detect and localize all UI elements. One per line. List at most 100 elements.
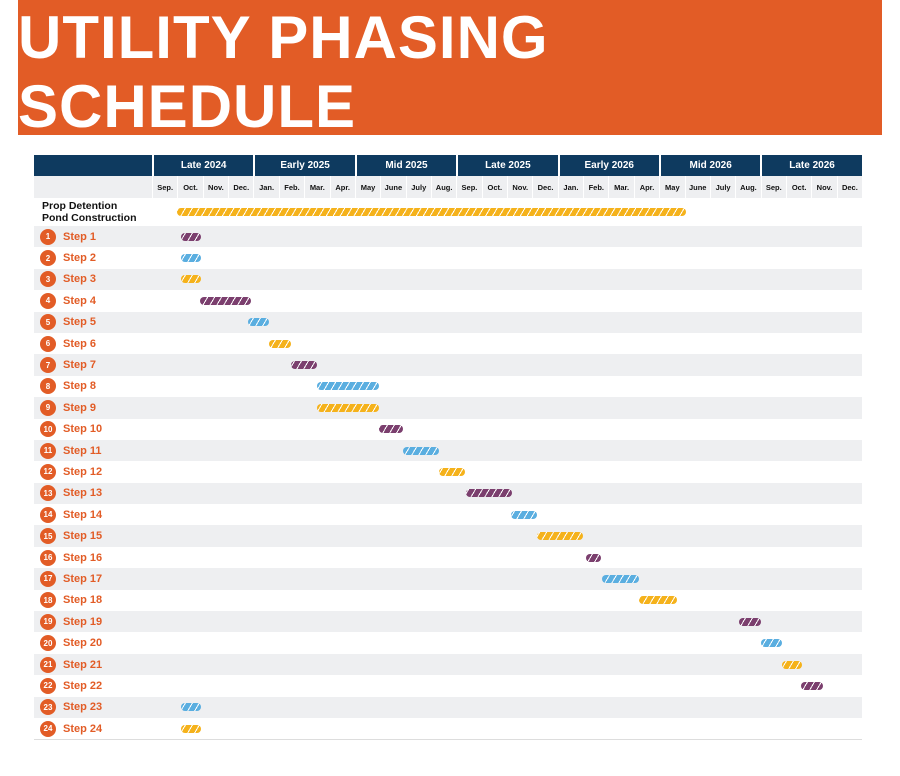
- task-label: Prop Detention Pond Construction: [34, 200, 137, 224]
- step-label: Step 9: [63, 401, 97, 414]
- task-row: 18 Step 18: [34, 590, 862, 611]
- month-label: Apr.: [329, 176, 355, 198]
- step-number-badge: 7: [40, 357, 56, 374]
- step-number-badge: 6: [40, 335, 56, 352]
- gantt-bar: [378, 425, 404, 434]
- month-label: May: [659, 176, 684, 198]
- step-number-badge: 14: [40, 506, 56, 523]
- month-label: Apr.: [633, 176, 659, 198]
- month-label: Sep.: [760, 176, 786, 198]
- step-label: Step 4: [63, 294, 97, 307]
- gantt-bar: [268, 339, 292, 348]
- gantt-bar: [537, 532, 584, 541]
- task-row: 11 Step 11: [34, 439, 862, 462]
- period-label: Early 2025: [253, 155, 354, 176]
- step-number-badge: 8: [40, 378, 56, 395]
- task-row: 7 Step 7: [34, 354, 862, 376]
- step-number-badge: 20: [40, 635, 56, 652]
- month-label: Dec.: [228, 176, 253, 198]
- task-label-line: Pond Construction: [42, 212, 137, 224]
- task-row: 17 Step 17: [34, 568, 862, 590]
- month-label: July: [709, 176, 735, 198]
- period-label: Early 2026: [557, 155, 659, 176]
- gantt-chart: Late 2024 Early 2025 Mid 2025 Late 2025 Earl…: [34, 155, 862, 741]
- month-label: Jan.: [557, 176, 583, 198]
- task-label-line: Prop Detention: [42, 200, 118, 212]
- task-row: 24 Step 24: [34, 718, 862, 739]
- task-row: 20 Step 20: [34, 632, 862, 653]
- month-label: Feb.: [583, 176, 608, 198]
- task-row: 6 Step 6: [34, 333, 862, 354]
- step-label: Step 10: [63, 423, 103, 436]
- gantt-bar: [801, 681, 823, 690]
- gantt-bar: [248, 318, 269, 327]
- step-number-badge: 4: [40, 292, 56, 309]
- step-number-badge: 2: [40, 250, 56, 267]
- gantt-bar: [510, 510, 538, 519]
- step-number-badge: 5: [40, 314, 56, 331]
- page-title: UTILITY PHASING SCHEDULE: [18, 3, 549, 140]
- month-label: Sep.: [151, 176, 177, 198]
- task-row: 22 Step 22: [34, 675, 862, 696]
- gantt-bar: [200, 296, 251, 305]
- task-row: 19 Step 19: [34, 611, 862, 633]
- task-row: 3 Step 3: [34, 268, 862, 291]
- title-banner: UTILITY PHASING SCHEDULE: [18, 0, 882, 140]
- gantt-bar: [403, 446, 439, 455]
- step-label: Step 17: [63, 572, 103, 585]
- task-row: 2 Step 2: [34, 247, 862, 268]
- month-label: Nov.: [507, 176, 532, 198]
- step-label: Step 7: [63, 359, 97, 372]
- task-row: 15 Step 15: [34, 525, 862, 547]
- month-label: Jan.: [253, 176, 278, 198]
- step-label: Step 23: [63, 701, 103, 714]
- gantt-bar: [181, 254, 202, 263]
- step-number-badge: 11: [40, 442, 56, 459]
- task-row: 14 Step 14: [34, 504, 862, 525]
- gantt-bar: [466, 489, 513, 498]
- gantt-bar: [177, 208, 686, 216]
- gantt-bar: [438, 467, 466, 476]
- step-label: Step 20: [63, 637, 103, 650]
- period-label: Mid 2026: [658, 155, 760, 176]
- step-label: Step 14: [63, 508, 103, 521]
- month-label: Dec.: [532, 176, 557, 198]
- month-label: June: [684, 176, 710, 198]
- step-label: Step 18: [63, 594, 103, 607]
- gantt-bar: [739, 617, 761, 626]
- task-row: 9 Step 9: [34, 397, 862, 419]
- task-row: 8 Step 8: [34, 376, 862, 397]
- task-row: 13 Step 13: [34, 482, 862, 505]
- step-label: Step 2: [63, 252, 97, 265]
- step-label: Step 22: [63, 679, 103, 692]
- period-label: Late 2026: [760, 155, 861, 176]
- step-label: Step 3: [63, 273, 97, 286]
- gantt-bar: [181, 703, 202, 712]
- step-number-badge: 12: [40, 463, 56, 480]
- month-label: May: [354, 176, 380, 198]
- month-label: Sep.: [456, 176, 481, 198]
- step-number-badge: 3: [40, 271, 56, 288]
- step-label: Step 12: [63, 465, 103, 478]
- step-number-badge: 22: [40, 677, 56, 694]
- month-label: Nov.: [811, 176, 836, 198]
- step-number-badge: 19: [40, 613, 56, 630]
- gantt-bar: [638, 596, 677, 605]
- month-header: Sep. Oct. Nov. Dec. Jan. Feb. Mar. Apr. May June J…: [34, 176, 862, 198]
- period-header: Late 2024 Early 2025 Mid 2025 Late 2025 Earl…: [34, 155, 862, 176]
- step-number-badge: 9: [40, 399, 56, 416]
- gantt-bar: [181, 724, 202, 733]
- period-label: Mid 2025: [354, 155, 456, 176]
- step-number-badge: 10: [40, 421, 56, 438]
- task-row: 12 Step 12: [34, 461, 862, 482]
- header-spacer: [34, 176, 152, 198]
- month-label: Feb.: [278, 176, 304, 198]
- month-label: Mar.: [608, 176, 633, 198]
- step-number-badge: 1: [40, 228, 56, 245]
- month-label: Aug.: [735, 176, 760, 198]
- task-row: 4 Step 4: [34, 290, 862, 311]
- step-label: Step 8: [63, 380, 97, 393]
- task-row: 5 Step 5: [34, 311, 862, 333]
- step-number-badge: 24: [40, 720, 56, 737]
